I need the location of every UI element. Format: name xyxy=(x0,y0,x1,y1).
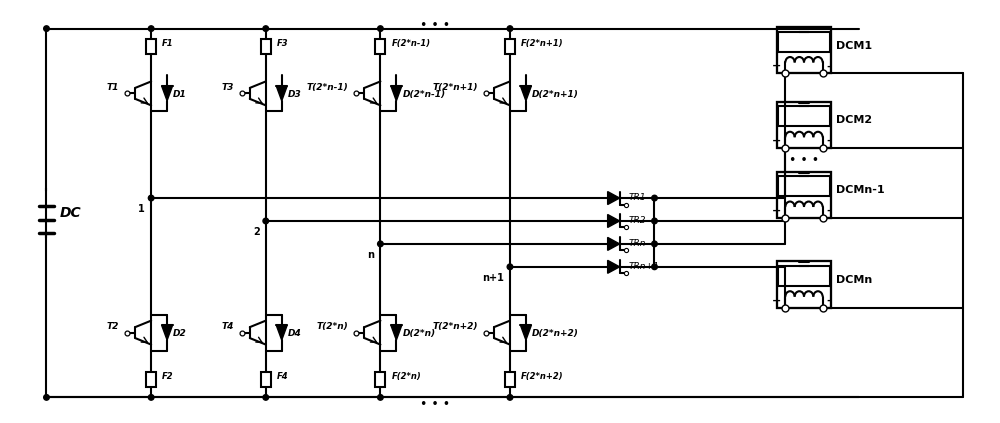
Text: • • •: • • • xyxy=(789,154,819,167)
Circle shape xyxy=(652,195,657,201)
Bar xyxy=(146,39,156,54)
Bar xyxy=(375,372,385,387)
Bar xyxy=(375,39,385,54)
Polygon shape xyxy=(391,86,402,101)
Bar xyxy=(261,372,271,387)
Polygon shape xyxy=(520,86,531,101)
Text: F2: F2 xyxy=(162,372,174,381)
Circle shape xyxy=(378,26,383,31)
Text: +: + xyxy=(772,61,781,71)
Bar xyxy=(777,27,831,74)
Circle shape xyxy=(44,395,49,400)
Text: D1: D1 xyxy=(173,90,187,99)
Bar xyxy=(505,39,515,54)
Text: F(2*n+1): F(2*n+1) xyxy=(521,39,564,48)
Circle shape xyxy=(507,264,513,269)
Text: T4: T4 xyxy=(222,322,234,331)
Circle shape xyxy=(263,395,269,400)
Circle shape xyxy=(378,395,383,400)
Circle shape xyxy=(148,26,154,31)
Text: -: - xyxy=(827,136,831,146)
Text: TRn: TRn xyxy=(629,239,646,248)
Text: D2: D2 xyxy=(173,329,187,338)
Text: T2: T2 xyxy=(107,322,119,331)
Text: n+1: n+1 xyxy=(482,273,504,283)
Polygon shape xyxy=(162,325,173,340)
Text: DCMn: DCMn xyxy=(836,275,872,285)
Text: TRn+1: TRn+1 xyxy=(629,262,659,271)
Text: T(2*n-1): T(2*n-1) xyxy=(307,83,348,92)
Text: D(2*n): D(2*n) xyxy=(402,329,435,338)
Bar xyxy=(777,102,831,148)
Text: D(2*n-1): D(2*n-1) xyxy=(402,90,445,99)
Text: 1: 1 xyxy=(138,204,145,214)
Text: -: - xyxy=(827,206,831,216)
Bar xyxy=(505,372,515,387)
Polygon shape xyxy=(162,86,173,101)
Text: D3: D3 xyxy=(288,90,301,99)
Circle shape xyxy=(652,218,657,224)
Circle shape xyxy=(507,395,513,400)
Bar xyxy=(778,266,830,286)
Text: DCMn-1: DCMn-1 xyxy=(836,185,885,195)
Text: 2: 2 xyxy=(253,227,260,237)
Polygon shape xyxy=(608,237,620,250)
Text: +: + xyxy=(772,296,781,306)
Text: F3: F3 xyxy=(277,39,288,48)
Bar xyxy=(261,39,271,54)
Polygon shape xyxy=(520,325,531,340)
Circle shape xyxy=(44,26,49,31)
Text: D(2*n+1): D(2*n+1) xyxy=(532,90,579,99)
Circle shape xyxy=(148,395,154,400)
Text: DC: DC xyxy=(59,206,81,220)
Text: DCM1: DCM1 xyxy=(836,41,872,50)
Text: TR2: TR2 xyxy=(629,216,646,225)
Text: -: - xyxy=(827,296,831,306)
Circle shape xyxy=(263,218,269,224)
Text: T(2*n): T(2*n) xyxy=(317,322,348,331)
Text: +: + xyxy=(772,206,781,216)
Text: F4: F4 xyxy=(277,372,288,381)
Circle shape xyxy=(263,26,269,31)
Text: T(2*n+1): T(2*n+1) xyxy=(433,83,478,92)
Circle shape xyxy=(507,26,513,31)
Bar xyxy=(146,372,156,387)
Text: TR1: TR1 xyxy=(629,193,646,202)
Circle shape xyxy=(378,241,383,247)
Text: +: + xyxy=(772,136,781,146)
Text: DCM2: DCM2 xyxy=(836,115,872,125)
Text: T1: T1 xyxy=(107,83,119,92)
Text: D4: D4 xyxy=(288,329,301,338)
Text: F(2*n+2): F(2*n+2) xyxy=(521,372,564,381)
Circle shape xyxy=(652,264,657,269)
Polygon shape xyxy=(608,260,620,273)
Polygon shape xyxy=(608,192,620,205)
Bar xyxy=(777,172,831,218)
Text: F(2*n): F(2*n) xyxy=(391,372,421,381)
Text: T3: T3 xyxy=(222,83,234,92)
Bar xyxy=(778,32,830,52)
Text: • • •: • • • xyxy=(420,19,450,32)
Polygon shape xyxy=(276,86,287,101)
Circle shape xyxy=(652,241,657,247)
Text: n: n xyxy=(367,250,374,260)
Polygon shape xyxy=(276,325,287,340)
Bar xyxy=(778,176,830,196)
Polygon shape xyxy=(391,325,402,340)
Polygon shape xyxy=(608,214,620,228)
Text: -: - xyxy=(827,61,831,71)
Text: T(2*n+2): T(2*n+2) xyxy=(433,322,478,331)
Text: F1: F1 xyxy=(162,39,174,48)
Circle shape xyxy=(148,195,154,201)
Bar xyxy=(778,106,830,126)
Text: • • •: • • • xyxy=(420,398,450,411)
Bar xyxy=(777,261,831,308)
Text: F(2*n-1): F(2*n-1) xyxy=(391,39,430,48)
Text: D(2*n+2): D(2*n+2) xyxy=(532,329,579,338)
